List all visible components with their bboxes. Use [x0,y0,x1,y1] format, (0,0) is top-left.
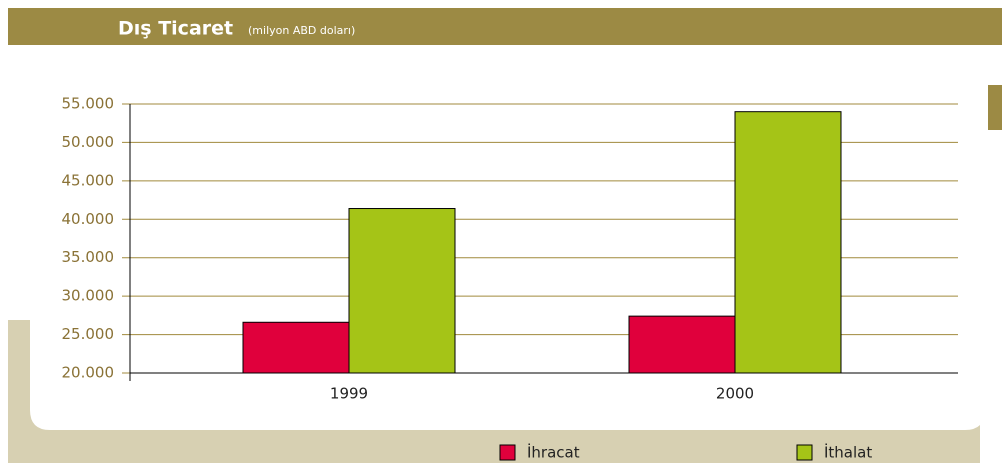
legend-label: İhracat [527,443,580,462]
x-tick-label: 2000 [716,385,754,403]
y-tick-label: 50.000 [62,133,115,151]
side-tab [988,85,1002,130]
chart-subtitle: (milyon ABD doları) [248,24,355,37]
x-tick-label: 1999 [330,385,368,403]
y-tick-label: 40.000 [62,210,115,228]
legend-swatch [796,444,813,461]
title-bar [8,8,1002,45]
y-tick-label: 30.000 [62,287,115,305]
bar [242,321,350,374]
bar [628,315,736,374]
y-tick-label: 55.000 [62,95,115,113]
panel [30,45,985,430]
legend-label: İthalat [824,443,872,462]
y-tick-label: 45.000 [62,171,115,189]
y-tick-label: 25.000 [62,325,115,343]
bar [734,111,842,374]
y-tick-label: 20.000 [62,364,115,382]
y-tick-label: 35.000 [62,248,115,266]
legend-swatch [499,444,516,461]
chart-title: Dış Ticaret [118,18,233,40]
bar [348,208,456,374]
